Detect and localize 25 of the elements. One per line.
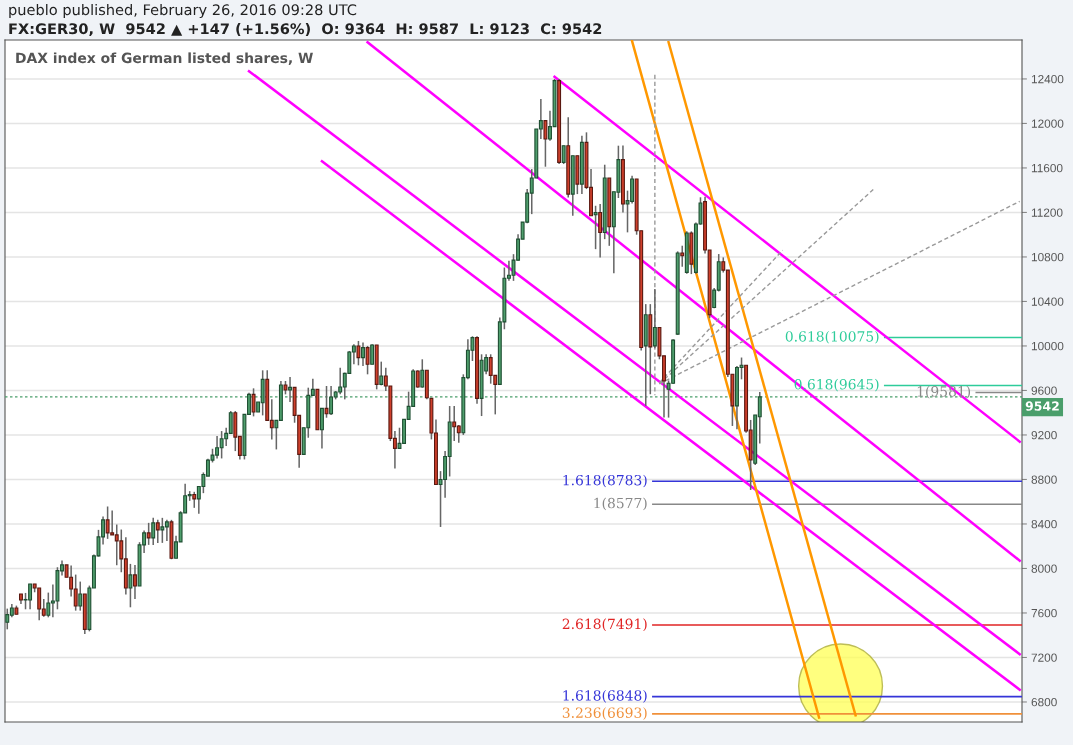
y-tick-label: 7600: [1031, 609, 1057, 618]
y-tick-label: 10000: [1031, 341, 1064, 351]
y-tick-label: 8000: [1031, 564, 1057, 573]
y-tick-label: 9600: [1031, 386, 1057, 395]
y-tick-label: 12000: [1031, 119, 1064, 128]
ref-line-label: 3.236(6693): [562, 707, 647, 720]
ref-line-label: 1.618(6848): [563, 689, 647, 703]
y-tick-label: 10800: [1031, 252, 1064, 262]
ref-line-label: 9542: [1025, 401, 1059, 411]
y-tick-label: 11200: [1031, 208, 1063, 217]
text: DAX index of German listed shares, W: [16, 52, 313, 65]
y-tick-label: 9200: [1031, 430, 1057, 440]
ref-line-label: 2.618(7491): [562, 618, 647, 632]
y-tick-label: 10400: [1031, 297, 1064, 306]
y-tick-label: 8400: [1031, 520, 1057, 529]
chart-subtitle: FX:GER30, W 9542 ▲ +147 (+1.56%) O: 9364 H: 9587 L: 9123 C: 9542: [9, 22, 602, 37]
text: pueblo published, February 26, 2016 09:28 UTC: [9, 3, 357, 19]
ref-line-label: 0.618(10075): [785, 330, 879, 344]
y-tick-label: 8800: [1031, 475, 1057, 484]
ref-line-label: 1.618(8783): [563, 474, 647, 488]
y-tick-label: 12400: [1031, 74, 1064, 84]
y-tick-label: 7200: [1031, 653, 1057, 662]
ref-line-label: 1(8577): [594, 497, 647, 511]
y-tick-label: 6800: [1031, 698, 1057, 707]
y-tick-label: 11600: [1031, 163, 1063, 173]
